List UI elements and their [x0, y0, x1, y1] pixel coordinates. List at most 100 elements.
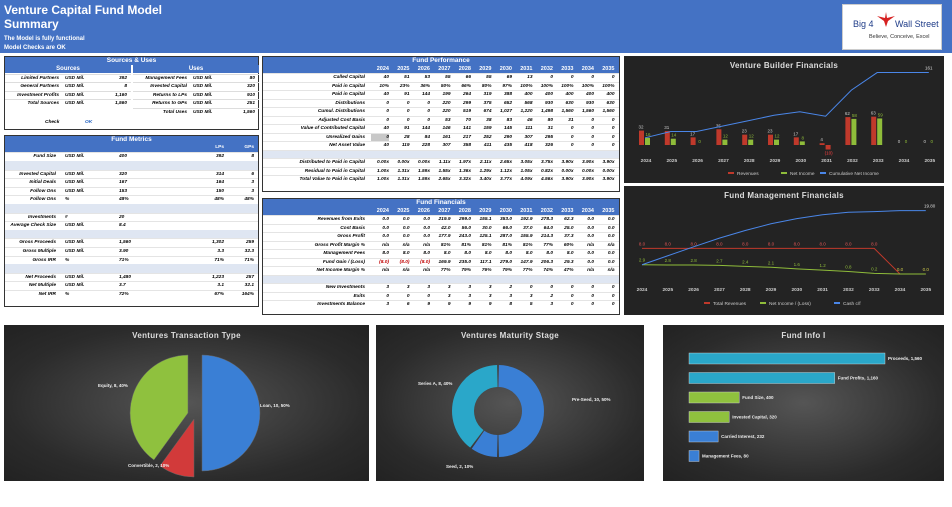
row-value: 66 [465, 75, 471, 80]
revenue-data-label: 35 [716, 123, 722, 128]
row-value: 0.00x [397, 160, 410, 165]
source-unit: USD Mil. [65, 101, 85, 107]
revenue-data-label: 0 [924, 139, 927, 144]
row-value: 630 [606, 100, 615, 106]
metric-label: Initial Deals [29, 180, 56, 186]
revenue-data-label: 8.0 [794, 241, 801, 246]
row-value: 3.40x [479, 177, 492, 182]
row-value: 159 [483, 126, 492, 131]
row-value: 9 [427, 302, 430, 307]
row-value: n/a [587, 242, 594, 248]
x-tick-label: 2026 [688, 287, 699, 293]
row-value: 3.90x [561, 160, 574, 165]
row-value: 0 [427, 109, 430, 114]
row-value: 47% [563, 268, 574, 273]
metric-label: Net IRR [38, 291, 56, 297]
revenue-bar [819, 143, 825, 145]
fund-management-plot: 2024 2025 2026 2027 2028 2029 2030 2031 2032 2033… [637, 204, 936, 307]
fund-performance-table: Called Capital 40 51 53 55 66 55 69 13 0 0 0 0 Paid i… [263, 73, 619, 184]
row-value: 0 [591, 293, 594, 299]
legend-label: Cash c/f [843, 301, 861, 307]
row-value: 264 [462, 92, 471, 97]
series-line [642, 247, 926, 275]
row-value: 3 [447, 285, 451, 290]
legend-label: Net Income / (Loss) [769, 301, 811, 307]
row-value: 220 [442, 109, 451, 114]
metric-label: Net Proceeds [25, 274, 56, 280]
row-value: 74% [543, 268, 553, 273]
row-value: 388 [503, 92, 512, 97]
row-value: 40 [383, 143, 389, 148]
row-label: Management Fees [323, 251, 365, 256]
row-value: 100% [561, 83, 574, 89]
use-value: 320 [246, 84, 255, 90]
use-value: 80 [249, 76, 255, 81]
metric-row [5, 203, 258, 213]
net-income-data-label: 2.4 [742, 259, 749, 264]
row-value: 3 [447, 293, 451, 299]
row-value: 0 [591, 75, 594, 80]
x-tick-label: 2031 [817, 287, 828, 293]
row-value: 1.36x [458, 168, 471, 174]
use-row: Returns to LPs USD Mil. 910 [133, 90, 259, 99]
table-row: Distributions 0 0 0 220 299 375 652 568 930 630 930… [263, 98, 619, 108]
series-line [641, 210, 926, 266]
financials-years-header: 2024 2025 2026 2027 2028 2029 2030 2031 2032 2033… [263, 207, 619, 215]
row-value: 326 [544, 143, 553, 148]
table-row: Called Capital 40 51 53 55 66 55 69 13 0 0 0 0 [263, 73, 619, 82]
metric-row: Gross Proceeds USD Mil. 1,560 1,302 259 [5, 238, 258, 247]
row-value: 81% [461, 242, 471, 248]
row-value: 568 [524, 100, 533, 106]
fund-performance-title: Fund Performance [263, 57, 619, 65]
use-label: Returns to GPs [152, 101, 187, 107]
row-value: 81% [502, 242, 512, 248]
source-value: 392 [118, 76, 127, 81]
metric-unit: % [65, 197, 70, 203]
row-value: n/a [402, 242, 410, 248]
row-value: 0 [386, 100, 389, 106]
segment-label: Seed, 2, 10% [446, 464, 473, 469]
row-value: 0.0 [587, 251, 594, 256]
row-value: 0.0 [607, 234, 615, 239]
net-income-data-label: 1.6 [794, 262, 801, 267]
year-header: 2030 [499, 66, 512, 72]
metric-unit: % [65, 291, 70, 297]
revenue-data-label: 32 [638, 125, 644, 130]
row-value: 1.59x [417, 177, 430, 182]
metric-total: 167 [119, 180, 128, 186]
revenue-bar [639, 130, 644, 145]
row-value: 0 [611, 143, 615, 148]
revenue-bar [871, 116, 877, 145]
row-value: 1,220 [520, 109, 533, 114]
row-value: 0.0 [587, 225, 594, 231]
row-value: 228 [421, 143, 430, 148]
row-value: 1.12x [499, 168, 512, 174]
table-row: Paid in Capital 40 91 144 199 264 319 388 400 400… [263, 90, 619, 99]
use-label: Returns to LPs [152, 92, 187, 98]
row-value: 192.9 [520, 217, 533, 222]
row-value: 3 [427, 285, 430, 290]
x-tick-label: 2035 [924, 158, 935, 164]
x-tick-label: 2034 [895, 287, 906, 293]
row-value: 0.0 [587, 217, 594, 222]
row-value: 353.0 [499, 217, 512, 222]
table-row: Cumul. Distributions 0 0 0 220 519 674 1,027 1,2… [263, 107, 619, 116]
row-value: 81% [522, 242, 533, 248]
net-income-bar [645, 137, 650, 145]
x-tick-label: 2030 [791, 287, 802, 293]
row-value: 243.0 [458, 234, 471, 239]
row-value: 652 [503, 100, 512, 106]
table-row [263, 274, 619, 283]
row-value: 0.00x [417, 160, 430, 165]
row-value: 0 [591, 285, 594, 290]
metric-label: Invested Capital [19, 171, 56, 177]
row-value: 3.90x [602, 160, 615, 165]
row-value: 64.0 [543, 225, 553, 231]
metric-row: Net IRR% 72% 67% 164% [5, 289, 258, 299]
venture-builder-plot: 2024321620253114202617020273512202823122… [638, 66, 935, 177]
metric-lp: 150 [215, 188, 224, 194]
metric-label: Follow Ons [30, 197, 56, 203]
revenue-bar [664, 131, 670, 145]
row-value: 0 [570, 302, 574, 307]
net-income-data-label: 0 [905, 139, 908, 144]
